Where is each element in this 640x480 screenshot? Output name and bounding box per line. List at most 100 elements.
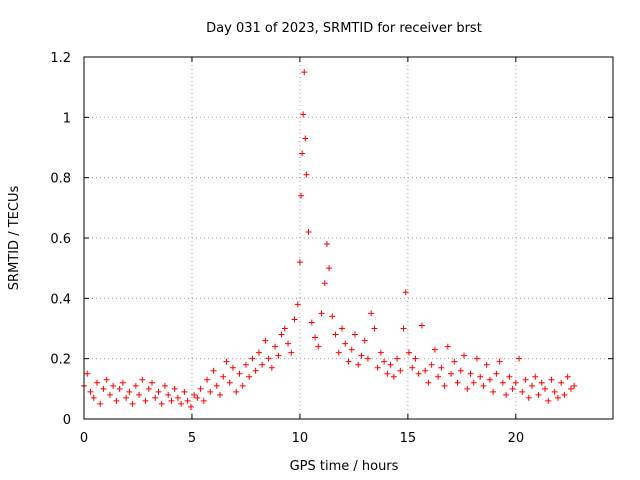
data-point [441, 382, 448, 389]
data-point [332, 331, 339, 338]
data-point [197, 385, 204, 392]
data-point [448, 370, 455, 377]
data-point [158, 400, 165, 407]
data-point [571, 382, 578, 389]
data-point [415, 370, 422, 377]
data-point [265, 355, 272, 362]
data-point [358, 352, 365, 359]
data-point [431, 346, 438, 353]
data-point [567, 385, 574, 392]
data-point [323, 241, 330, 248]
data-point [239, 382, 246, 389]
data-point [187, 403, 194, 410]
data-point [194, 394, 201, 401]
data-point [171, 385, 178, 392]
data-point [174, 394, 181, 401]
data-point [139, 376, 146, 383]
data-point [435, 373, 442, 380]
data-point [142, 397, 149, 404]
data-point [87, 388, 94, 395]
data-point [381, 358, 388, 365]
data-point [461, 352, 468, 359]
data-point [351, 331, 358, 338]
data-point [342, 340, 349, 347]
data-point [305, 228, 312, 235]
data-point [119, 379, 126, 386]
data-point [315, 343, 322, 350]
data-point [255, 349, 262, 356]
data-point [428, 361, 435, 368]
data-point [132, 382, 139, 389]
data-point [116, 385, 123, 392]
data-point [268, 364, 275, 371]
data-point [409, 364, 416, 371]
data-points [81, 69, 578, 410]
data-point [348, 346, 355, 353]
data-point [525, 394, 532, 401]
data-point [477, 373, 484, 380]
x-tick-label: 10 [292, 431, 309, 446]
data-point [454, 379, 461, 386]
data-point [106, 391, 113, 398]
data-point [84, 370, 91, 377]
chart-title: Day 031 of 2023, SRMTID for receiver brs… [206, 21, 482, 36]
data-point [321, 280, 328, 287]
data-point [329, 313, 336, 320]
data-point [262, 337, 269, 344]
data-point [155, 388, 162, 395]
data-point [519, 388, 526, 395]
data-point [444, 343, 451, 350]
data-point [90, 394, 97, 401]
data-point [312, 334, 319, 341]
data-point [288, 349, 295, 356]
data-point [220, 373, 227, 380]
y-tick-label: 0.4 [50, 292, 71, 307]
data-point [548, 376, 555, 383]
data-point [545, 397, 552, 404]
data-point [191, 391, 198, 398]
data-point [301, 69, 308, 76]
data-point [302, 135, 309, 142]
data-point [402, 289, 409, 296]
data-point [303, 171, 310, 178]
data-point [184, 397, 191, 404]
data-point [377, 349, 384, 356]
data-point [561, 391, 568, 398]
data-point [529, 382, 536, 389]
data-point [242, 361, 249, 368]
data-point [522, 376, 529, 383]
data-point [493, 370, 500, 377]
data-point [281, 325, 288, 332]
data-point [541, 385, 548, 392]
data-point [355, 361, 362, 368]
data-point [161, 382, 168, 389]
data-point [207, 388, 214, 395]
data-point [364, 355, 371, 362]
data-point [152, 394, 159, 401]
x-tick-label: 20 [508, 431, 525, 446]
data-point [278, 331, 285, 338]
data-point [318, 310, 325, 317]
grid [84, 57, 613, 419]
x-tick-label: 0 [80, 431, 88, 446]
data-point [297, 192, 304, 199]
x-axis-title: GPS time / hours [290, 459, 399, 474]
data-point [296, 259, 303, 266]
y-tick-label: 0.2 [50, 353, 71, 368]
data-point [405, 349, 412, 356]
data-point [233, 388, 240, 395]
data-point [100, 385, 107, 392]
data-point [490, 388, 497, 395]
data-point [551, 388, 558, 395]
data-point [374, 364, 381, 371]
data-point [129, 400, 136, 407]
data-point [149, 379, 156, 386]
data-point [503, 391, 510, 398]
data-point [326, 265, 333, 272]
y-axis: 0 0.2 0.4 0.6 0.8 1 1.2 [50, 51, 613, 428]
data-point [457, 367, 464, 374]
data-point [210, 367, 217, 374]
y-tick-label: 0.6 [50, 232, 71, 247]
data-point [165, 391, 172, 398]
data-point [300, 111, 307, 118]
